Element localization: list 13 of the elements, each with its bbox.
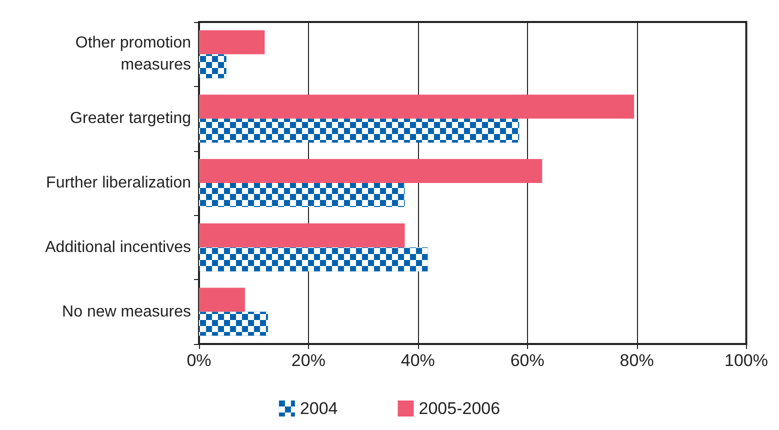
y-tick-label: No new measures xyxy=(62,303,191,320)
legend-label: 2005-2006 xyxy=(418,399,500,418)
y-tick-label: Greater targeting xyxy=(70,110,191,128)
y-tick-label: Other promotion measures xyxy=(75,34,191,74)
legend-label: 2004 xyxy=(300,399,338,418)
x-tick-label: 60% xyxy=(510,351,544,370)
y-tick-label: Further liberalization xyxy=(46,174,191,192)
y-tick-label: Additional incentives xyxy=(45,238,191,256)
x-tick-label: 0% xyxy=(186,351,212,370)
x-tick-label: 100% xyxy=(724,351,768,370)
x-tick-label: 80% xyxy=(620,351,654,370)
x-tick-label: 20% xyxy=(291,351,326,370)
x-tick-label: 40% xyxy=(400,351,435,370)
